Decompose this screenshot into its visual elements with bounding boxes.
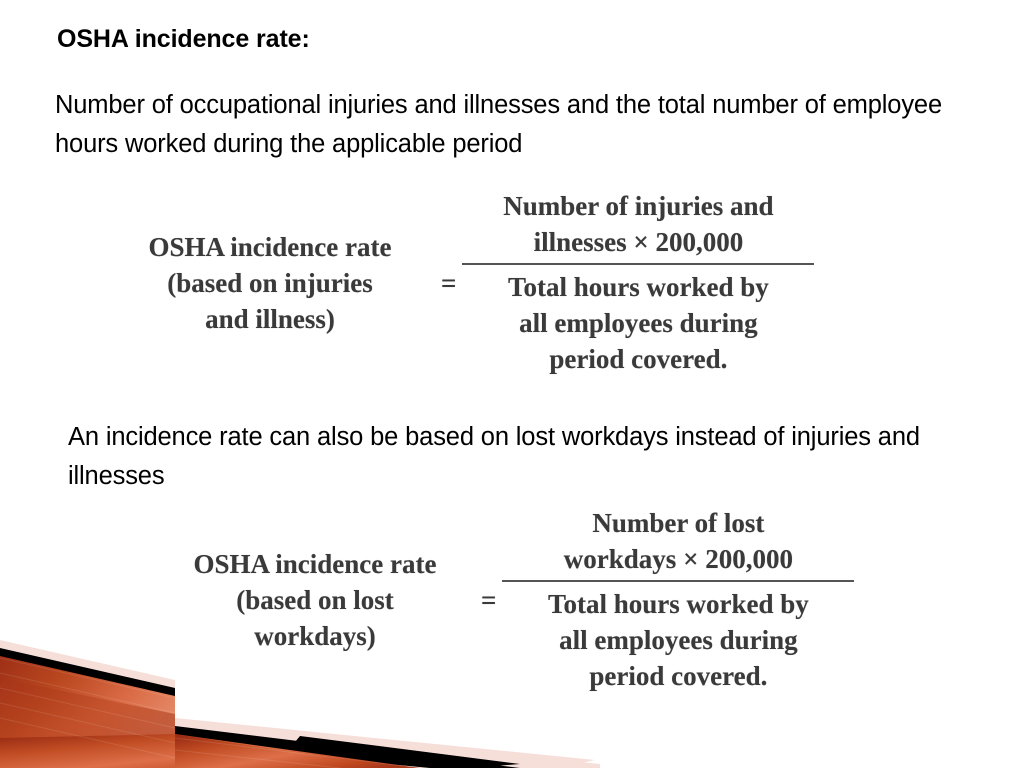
deco-orange-band-lower-tip	[175, 734, 400, 768]
deco-pink-sliver-upper	[0, 640, 175, 696]
formula-lost-workdays-label-line1: OSHA incidence rate	[193, 548, 437, 579]
formula-injuries-denominator-line1: Total hours worked by	[507, 272, 769, 302]
page-title: OSHA incidence rate:	[57, 25, 310, 53]
formula-lost-workdays-numerator: Number of lost workdays × 200,000	[560, 505, 797, 577]
formula-injuries-equals-sign: =	[441, 268, 457, 298]
formula-lost-workdays-denominator: Total hours worked by all employees duri…	[544, 586, 813, 694]
formula-lost-workdays: OSHA incidence rate (based on lost workd…	[155, 505, 855, 694]
formula-lost-workdays-label: OSHA incidence rate (based on lost workd…	[155, 546, 475, 654]
formula-injuries-fraction: Number of injuries and illnesses × 200,0…	[462, 188, 815, 377]
formula-lost-workdays-label-line3: workdays)	[254, 620, 376, 651]
formula-lost-workdays-equals-sign: =	[481, 585, 497, 615]
formula-injuries-label-line2: (based on injuries	[167, 267, 373, 298]
formula-lost-workdays-fraction-bar	[502, 580, 855, 582]
formula-lost-workdays-numerator-line2: workdays × 200,000	[563, 544, 793, 574]
formula-injuries-illness: OSHA incidence rate (based on injuries a…	[105, 188, 815, 377]
deco-orange-band-upper	[0, 656, 175, 768]
deco-pink-sliver-lower	[175, 722, 600, 768]
formula-lost-workdays-denominator-line2: all employees during	[559, 625, 798, 655]
deco-black-band-upper	[0, 648, 175, 704]
deco-red-fill-left	[0, 678, 175, 768]
deco-black-band-lower	[175, 726, 520, 768]
formula-lost-workdays-fraction: Number of lost workdays × 200,000 Total …	[502, 505, 855, 694]
formula-lost-workdays-numerator-line1: Number of lost	[592, 508, 765, 538]
formula-lost-workdays-denominator-line3: period covered.	[589, 661, 768, 691]
formula-injuries-label-line1: OSHA incidence rate	[148, 231, 392, 262]
formula-injuries-denominator-line3: period covered.	[549, 344, 728, 374]
formula-injuries-numerator-line2: illnesses × 200,000	[533, 227, 744, 257]
formula-lost-workdays-denominator-line1: Total hours worked by	[547, 589, 809, 619]
intro-paragraph: Number of occupational injuries and illn…	[55, 91, 942, 158]
formula-lost-workdays-label-line2: (based on lost	[236, 584, 394, 615]
formula-injuries-fraction-bar	[462, 263, 815, 265]
deco-black-band-lower-2	[290, 736, 520, 768]
deco-orange-band-lower	[0, 734, 420, 768]
deco-pink-band-lower	[175, 718, 595, 768]
formula-injuries-denominator-line2: all employees during	[519, 308, 758, 338]
formula-injuries-numerator: Number of injuries and illnesses × 200,0…	[499, 188, 777, 260]
formula-injuries-numerator-line1: Number of injuries and	[503, 191, 774, 221]
formula-injuries-label: OSHA incidence rate (based on injuries a…	[105, 229, 435, 337]
formula-injuries-label-line3: and illness)	[205, 303, 335, 334]
formula-injuries-denominator: Total hours worked by all employees duri…	[504, 269, 773, 377]
second-paragraph: An incidence rate can also be based on l…	[68, 423, 920, 490]
